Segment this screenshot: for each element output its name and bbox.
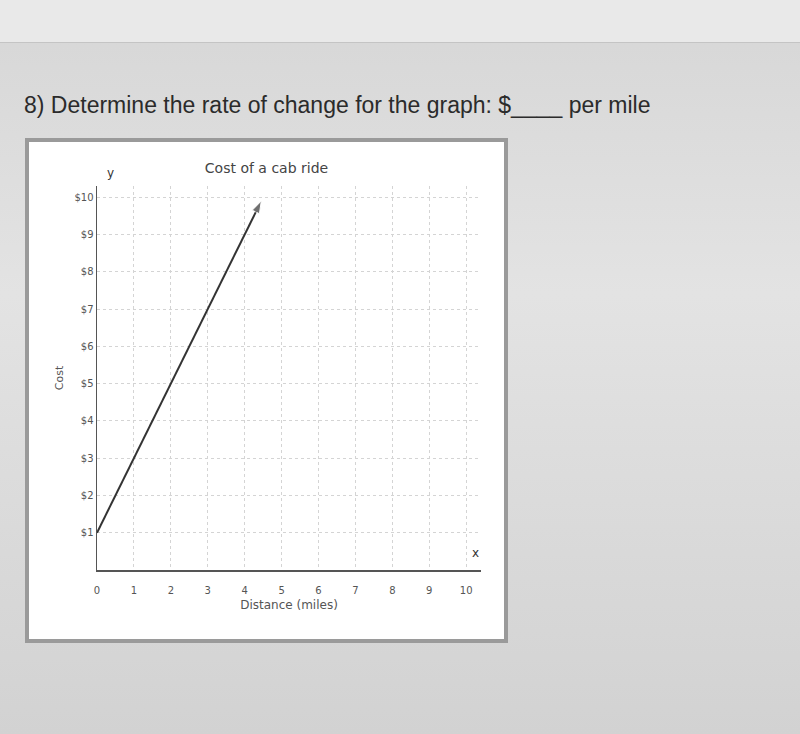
svg-text:$6: $6 bbox=[81, 341, 94, 352]
svg-text:Distance (miles): Distance (miles) bbox=[240, 598, 338, 612]
html-text:8) Determine the rate of chang: 8) Determine the rate of change for the … bbox=[24, 92, 651, 118]
svg-text:$9: $9 bbox=[81, 229, 94, 240]
svg-text:4: 4 bbox=[242, 585, 248, 596]
svg-text:1: 1 bbox=[131, 585, 137, 596]
svg-text:$3: $3 bbox=[81, 453, 94, 464]
svg-text:$4: $4 bbox=[81, 415, 94, 426]
svg-text:y: y bbox=[107, 166, 114, 180]
svg-text:Cost: Cost bbox=[53, 365, 66, 390]
svg-text:Cost of a cab ride: Cost of a cab ride bbox=[205, 160, 328, 176]
svg-text:x: x bbox=[472, 546, 479, 560]
svg-text:$7: $7 bbox=[81, 304, 94, 315]
svg-text:7: 7 bbox=[352, 585, 358, 596]
svg-text:$8: $8 bbox=[81, 266, 94, 277]
svg-text:0: 0 bbox=[94, 585, 100, 596]
svg-text:5: 5 bbox=[278, 585, 284, 596]
svg-text:8: 8 bbox=[389, 585, 395, 596]
svg-text:$2: $2 bbox=[81, 490, 94, 501]
svg-text:6: 6 bbox=[315, 585, 321, 596]
svg-text:2: 2 bbox=[168, 585, 174, 596]
svg-text:$1: $1 bbox=[81, 527, 94, 538]
svg-text:10: 10 bbox=[460, 585, 473, 596]
svg-text:$10: $10 bbox=[74, 192, 93, 203]
svg-text:9: 9 bbox=[426, 585, 432, 596]
svg-text:3: 3 bbox=[205, 585, 211, 596]
svg-text:$5: $5 bbox=[81, 378, 94, 389]
